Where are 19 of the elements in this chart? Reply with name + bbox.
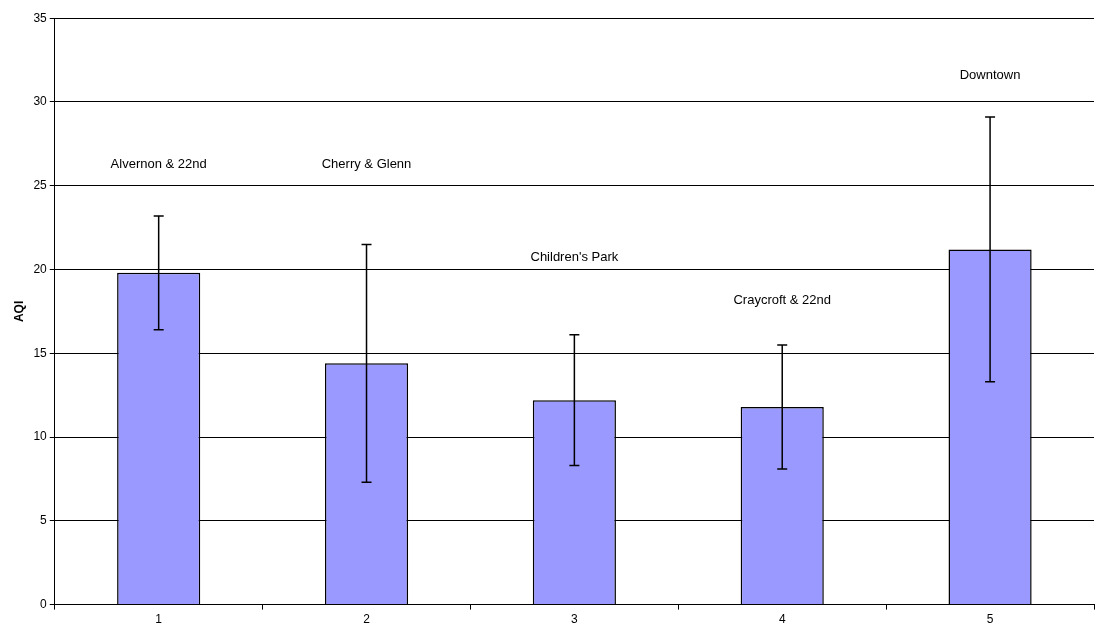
y-tick-label: 35 — [33, 10, 48, 25]
y-tick-label: 0 — [40, 596, 48, 611]
annotation: Craycroft & 22nd — [733, 291, 831, 307]
y-axis-title: AQI — [11, 300, 26, 323]
annotation: Alvernon & 22nd — [110, 156, 207, 172]
y-tick-label: 5 — [40, 513, 48, 528]
y-tick-label: 20 — [33, 261, 48, 276]
x-tick-label: 1 — [155, 612, 163, 627]
x-tick-label: 4 — [778, 612, 786, 627]
annotation: Downtown — [959, 67, 1021, 83]
y-tick-label: 30 — [33, 94, 48, 109]
y-tick-label: 10 — [33, 429, 48, 444]
y-tick-label: 15 — [33, 345, 48, 360]
y-tick-label: 25 — [33, 178, 48, 193]
annotation: Cherry & Glenn — [321, 156, 412, 172]
annotation: Children's Park — [530, 249, 619, 265]
x-tick-label: 3 — [571, 612, 579, 627]
x-tick-label: 5 — [986, 612, 994, 627]
x-tick-label: 2 — [363, 612, 371, 627]
